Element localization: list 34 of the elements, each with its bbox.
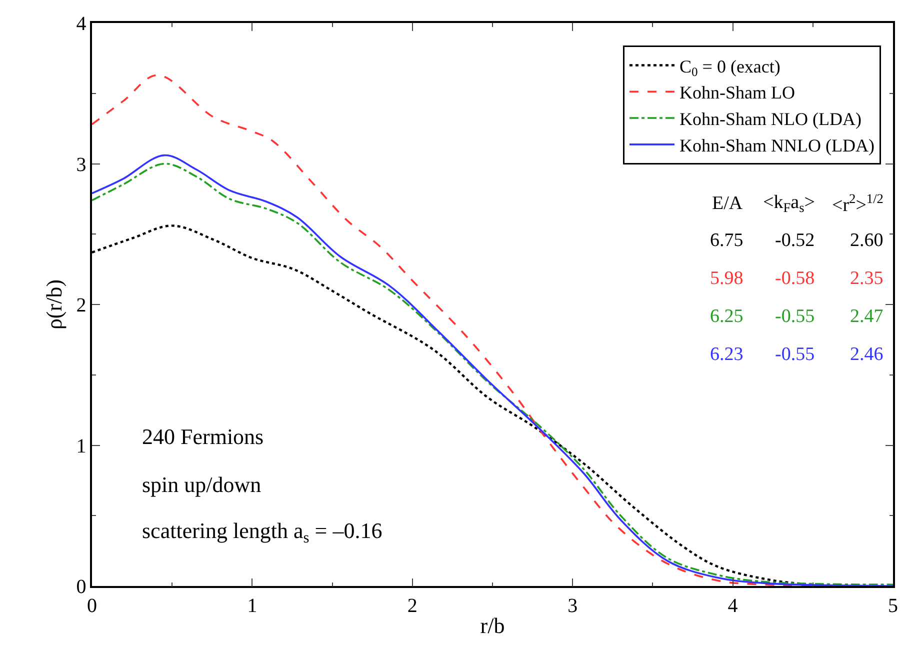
- annotation: 6.23: [710, 344, 744, 365]
- x-axis-title: r/b: [480, 613, 505, 638]
- annotation: -0.52: [775, 230, 815, 251]
- legend-label: C$_{0}$ = 0 (exact): [679, 56, 780, 80]
- annotation: 2.47: [850, 306, 884, 327]
- annotation: -0.58: [775, 268, 815, 289]
- annotation: 5.98: [710, 268, 744, 289]
- y-tick-label: 0: [76, 576, 86, 598]
- annotation: <k$_{F}$a$_{s}$>: [763, 192, 815, 215]
- annotation: spin up/down: [142, 472, 262, 497]
- annotation: E/A: [712, 193, 743, 214]
- annotation: 6.25: [710, 306, 744, 327]
- x-tick-label: 1: [247, 594, 258, 617]
- annotation: -0.55: [775, 344, 815, 365]
- annotation: 240 Fermions: [142, 424, 264, 449]
- x-tick-label: 4: [728, 594, 738, 617]
- y-tick-label: 4: [76, 13, 86, 35]
- legend-label: Kohn-Sham NNLO (LDA): [679, 135, 874, 156]
- annotation: 2.35: [850, 268, 884, 289]
- annotation: 6.75: [710, 230, 744, 251]
- legend-label: Kohn-Sham LO: [679, 82, 795, 103]
- y-tick-label: 1: [76, 435, 86, 458]
- legend-label: Kohn-Sham NLO (LDA): [679, 109, 862, 130]
- x-tick-label: 5: [888, 594, 898, 617]
- x-tick-label: 3: [568, 594, 578, 617]
- annotation: scattering length a$_{s}$ = –0.16: [142, 518, 382, 547]
- y-tick-label: 2: [76, 294, 86, 316]
- annotation: -0.55: [775, 306, 815, 327]
- y-axis-title: ρ(r/b): [42, 279, 67, 330]
- annotation: <r$^{2}$>$^{1/2}$: [832, 191, 884, 216]
- annotation: 2.46: [850, 344, 884, 365]
- y-tick-label: 3: [76, 154, 86, 176]
- annotation: 2.60: [850, 230, 884, 251]
- x-tick-label: 2: [407, 594, 418, 617]
